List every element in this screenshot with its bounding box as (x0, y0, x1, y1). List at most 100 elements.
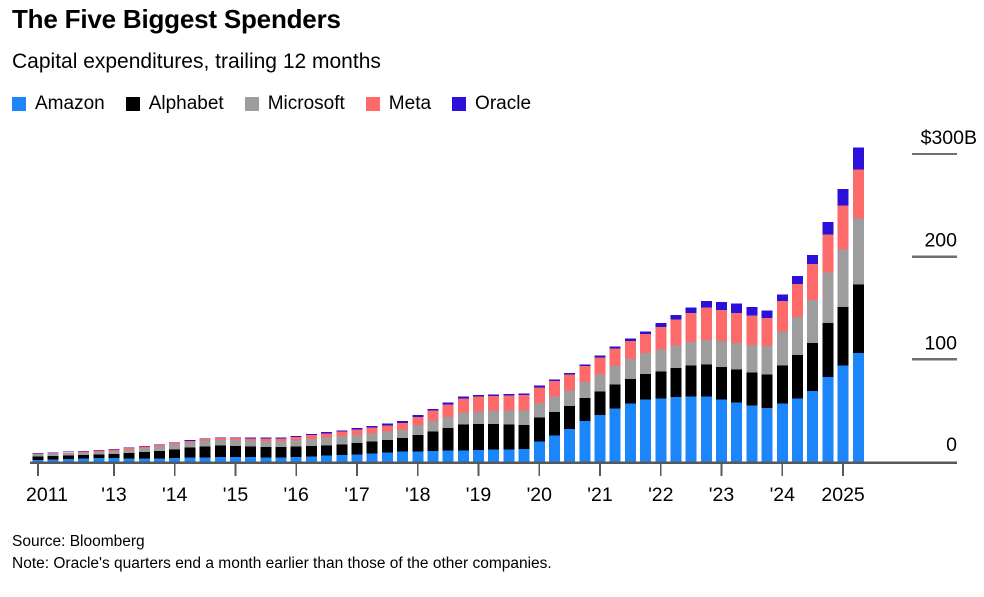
bar-segment-oracle (518, 393, 530, 396)
bar-segment-microsoft (746, 344, 758, 373)
bar-segment-oracle (214, 437, 226, 439)
bar-segment-meta (473, 396, 485, 412)
bar-q416 (336, 430, 348, 462)
bar-segment-meta (336, 431, 348, 437)
bar-segment-microsoft (260, 440, 272, 447)
bar-segment-meta (199, 439, 211, 441)
legend-item-amazon: Amazon (12, 94, 105, 113)
legend-item-meta: Meta (365, 93, 432, 114)
bar-segment-alphabet (93, 454, 105, 459)
bar-segment-alphabet (245, 446, 257, 458)
bar-segment-microsoft (138, 447, 150, 452)
bar-segment-meta (47, 452, 59, 454)
x-tick (781, 464, 784, 476)
bar-segment-amazon (412, 451, 424, 462)
bar-segment-oracle (305, 433, 317, 436)
bar-segment-meta (381, 425, 393, 432)
bar-segment-oracle (260, 437, 272, 439)
legend-item-alphabet: Alphabet (125, 94, 224, 113)
bar-segment-meta (518, 395, 530, 411)
bar-q216 (305, 433, 317, 462)
bar-segment-meta (229, 438, 241, 441)
bar-segment-meta (609, 348, 621, 367)
bar-segment-meta (442, 404, 454, 417)
bar-q318 (442, 402, 454, 462)
bar-segment-amazon (640, 399, 652, 462)
bar-segment-alphabet (214, 445, 226, 457)
bar-segment-microsoft (336, 436, 348, 445)
bar-q412 (93, 450, 105, 462)
bar-segment-alphabet (685, 365, 697, 397)
legend-item-microsoft: Microsoft (244, 93, 345, 114)
legend-label-meta: Meta (388, 93, 432, 114)
bar-segment-alphabet (503, 424, 515, 450)
bar-segment-alphabet (655, 371, 667, 399)
bar-q313 (138, 445, 150, 462)
bar-segment-alphabet (275, 447, 287, 458)
bar-segment-alphabet (199, 446, 211, 458)
bar-segment-alphabet (108, 453, 120, 459)
bar-q222 (670, 315, 682, 462)
bar-segment-meta (624, 340, 636, 360)
oracle-color-swatch (452, 96, 467, 111)
bar-segment-meta (412, 416, 424, 426)
bar-segment-microsoft (716, 341, 728, 367)
bar-segment-amazon (457, 450, 469, 462)
y-tick-label: 100 (924, 332, 957, 354)
bar-segment-microsoft (214, 440, 226, 446)
bar-segment-oracle (229, 437, 241, 439)
bar-segment-oracle (716, 302, 728, 310)
bar-q117 (351, 428, 363, 462)
bar-segment-meta (184, 440, 196, 443)
x-tick (599, 464, 601, 476)
legend-label-microsoft: Microsoft (267, 93, 345, 114)
bar-segment-microsoft (184, 442, 196, 448)
bar-segment-microsoft (169, 444, 181, 450)
bar-segment-oracle (169, 442, 181, 443)
bar-segment-microsoft (776, 331, 788, 366)
y-tick-label: 0 (946, 434, 957, 456)
bar-q220 (548, 379, 560, 462)
bar-segment-microsoft (154, 446, 166, 451)
bar-segment-microsoft (837, 249, 849, 307)
bar-segment-microsoft (275, 441, 287, 448)
bar-segment-amazon (214, 456, 226, 462)
bar-segment-alphabet (640, 374, 652, 400)
bar-segment-meta (154, 445, 166, 447)
bar-segment-microsoft (655, 349, 667, 372)
bar-segment-meta (123, 448, 135, 450)
bar-segment-oracle (503, 393, 515, 396)
bar-segment-amazon (366, 453, 378, 462)
bar-segment-meta (108, 449, 120, 451)
bar-segment-microsoft (670, 345, 682, 369)
bar-q418 (457, 396, 469, 462)
bar-segment-microsoft (624, 359, 636, 379)
bar-segment-amazon (731, 402, 743, 462)
bar-segment-alphabet (822, 322, 834, 377)
bar-segment-meta (503, 395, 515, 411)
bar-q414 (214, 437, 226, 462)
bar-segment-meta (746, 315, 758, 345)
x-tick-label: '14 (162, 484, 188, 506)
x-tick (720, 464, 723, 476)
bar-segment-amazon (427, 451, 439, 462)
bar-q322 (685, 307, 697, 462)
bar-segment-amazon (548, 435, 560, 462)
bar-segment-meta (807, 264, 819, 300)
bar-segment-microsoft (473, 411, 485, 424)
y-tick-dash (912, 152, 957, 156)
bar-segment-amazon (47, 459, 59, 462)
bar-segment-amazon (473, 449, 485, 462)
bar-segment-alphabet (62, 455, 74, 460)
bar-segment-alphabet (488, 424, 500, 450)
bar-segment-oracle (427, 408, 439, 411)
bar-segment-amazon (78, 458, 90, 462)
bar-segment-alphabet (746, 372, 758, 406)
bar-segment-microsoft (457, 412, 469, 425)
bar-q320 (564, 372, 576, 462)
x-tick-label: '18 (405, 484, 430, 506)
bar-segment-meta (260, 438, 272, 441)
x-tick-label: '21 (587, 484, 612, 506)
bar-segment-alphabet (837, 306, 849, 366)
bar-segment-microsoft (47, 453, 59, 457)
